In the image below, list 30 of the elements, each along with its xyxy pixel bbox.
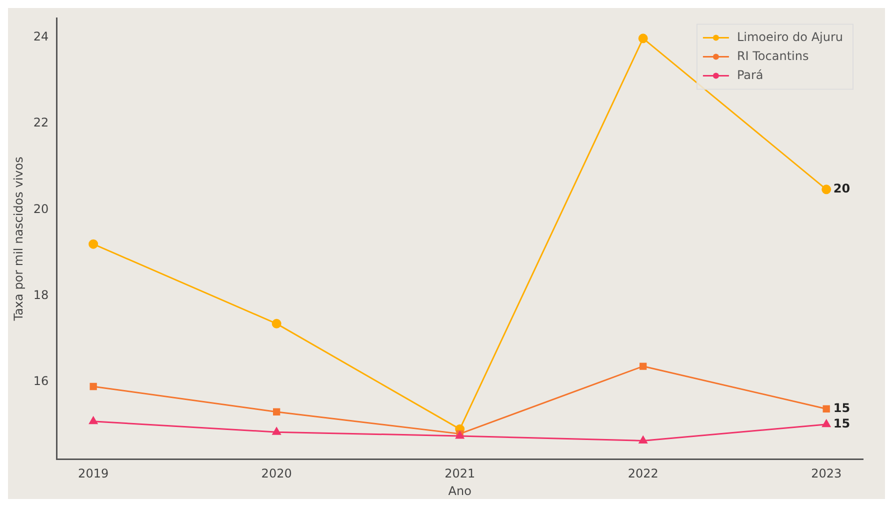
data-label: 15	[833, 400, 850, 415]
y-tick-label: 22	[33, 116, 49, 130]
y-tick-label: 20	[33, 202, 49, 216]
point	[272, 427, 281, 435]
y-axis-title: Taxa por mil nascidos vivos	[11, 156, 26, 322]
x-axis-title: Ano	[448, 484, 472, 498]
legend-label: Pará	[736, 68, 764, 82]
point	[822, 420, 831, 428]
data-label: 20	[833, 182, 850, 196]
legend-label: RI Tocantins	[736, 48, 809, 63]
x-tick-label: 2019	[78, 466, 109, 481]
point	[89, 416, 98, 424]
x-tick-label: 2020	[261, 466, 292, 481]
y-tick-label: 18	[33, 288, 49, 302]
point	[822, 405, 830, 412]
point	[638, 436, 648, 444]
point	[822, 184, 832, 194]
point	[90, 382, 97, 390]
point	[272, 318, 282, 328]
x-tick-label: 2021	[444, 466, 476, 481]
data-label: 15	[833, 416, 850, 430]
point	[88, 239, 98, 249]
y-tick-label: 24	[33, 30, 49, 44]
x-tick-label: 2023	[811, 466, 842, 481]
point	[273, 408, 280, 416]
point	[640, 362, 647, 370]
x-tick-label: 2022	[628, 466, 658, 481]
y-tick-label: 16	[33, 374, 49, 388]
legend-label: Limoeiro do Ajuru	[736, 30, 844, 44]
point	[638, 34, 648, 44]
